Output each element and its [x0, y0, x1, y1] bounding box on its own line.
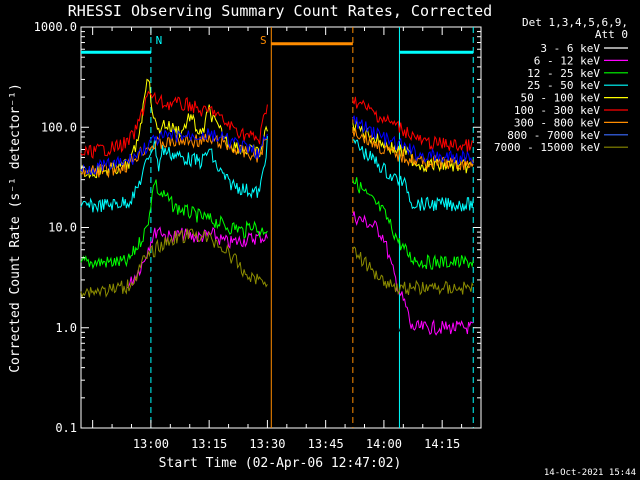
series-trace-6-0	[80, 133, 268, 179]
plot-frame	[80, 26, 482, 429]
series-trace-7-1	[352, 115, 474, 166]
legend-label-3: 25 - 50 keV	[527, 79, 600, 92]
legend-label-6: 300 - 800 keV	[514, 116, 600, 129]
legend-label-1: 6 - 12 keV	[534, 54, 601, 67]
legend-label-2: 12 - 25 keV	[527, 67, 600, 80]
y-tick-labels: 1000.0 100.0 10.0 1.0 0.1	[34, 20, 77, 435]
legend-label-4: 50 - 100 keV	[521, 92, 601, 105]
series-2	[80, 177, 474, 270]
x-tick-label-2: 13:30	[249, 437, 285, 451]
series-0	[131, 241, 420, 334]
series-trace-6-1	[352, 128, 474, 171]
x-tick-label-4: 14:00	[366, 437, 402, 451]
series-trace-5-0	[80, 90, 268, 159]
x-tick-label-3: 13:45	[308, 437, 344, 451]
y-tick-label-4: 0.1	[55, 421, 77, 435]
legend-label-0: 3 - 6 keV	[540, 42, 600, 55]
series-trace-1-1	[352, 211, 474, 336]
ticks-layer	[81, 26, 482, 429]
series-8	[80, 228, 474, 299]
x-tick-label-1: 13:15	[191, 437, 227, 451]
y-tick-label-3: 1.0	[55, 321, 77, 335]
x-tick-label-0: 13:00	[133, 437, 169, 451]
x-tick-labels: 13:00 13:15 13:30 13:45 14:00 14:15	[133, 437, 460, 451]
y-tick-label-0: 1000.0	[34, 20, 77, 34]
series-layer	[80, 78, 474, 336]
series-trace-2-0	[80, 179, 268, 270]
legend-header-attenuator: Att 0	[595, 28, 628, 41]
series-7	[80, 115, 474, 176]
series-trace-2-1	[352, 177, 474, 270]
y-tick-label-2: 10.0	[48, 221, 77, 235]
legend-label-5: 100 - 300 keV	[514, 104, 600, 117]
series-trace-3-0	[80, 135, 268, 213]
series-trace-5-1	[352, 96, 474, 153]
annotation-label-1: S	[260, 34, 267, 47]
timestamp: 14-Oct-2021 15:44	[544, 468, 636, 478]
series-3	[80, 135, 474, 213]
x-tick-label-5: 14:15	[424, 437, 460, 451]
x-axis-label: Start Time (02-Apr-06 12:47:02)	[159, 456, 402, 471]
annotation-label-0: N	[156, 34, 163, 47]
series-trace-8-0	[80, 228, 268, 299]
series-trace-3-1	[352, 139, 474, 212]
series-trace-8-1	[352, 246, 474, 296]
chart-title: RHESSI Observing Summary Count Rates, Co…	[68, 2, 492, 20]
legend-header-detectors: Det 1,3,4,5,6,9,	[522, 16, 628, 29]
series-trace-7-0	[80, 128, 268, 176]
series-trace-0-0	[131, 265, 268, 333]
y-axis-label: Corrected Count Rate (s⁻¹ detector⁻¹)	[8, 83, 23, 373]
series-5	[80, 90, 474, 159]
series-trace-0-1	[352, 241, 420, 334]
legend-label-7: 800 - 7000 keV	[507, 129, 600, 142]
legend-label-8: 7000 - 15000 keV	[494, 141, 600, 154]
y-tick-label-1: 100.0	[41, 120, 77, 134]
series-6	[80, 128, 474, 179]
